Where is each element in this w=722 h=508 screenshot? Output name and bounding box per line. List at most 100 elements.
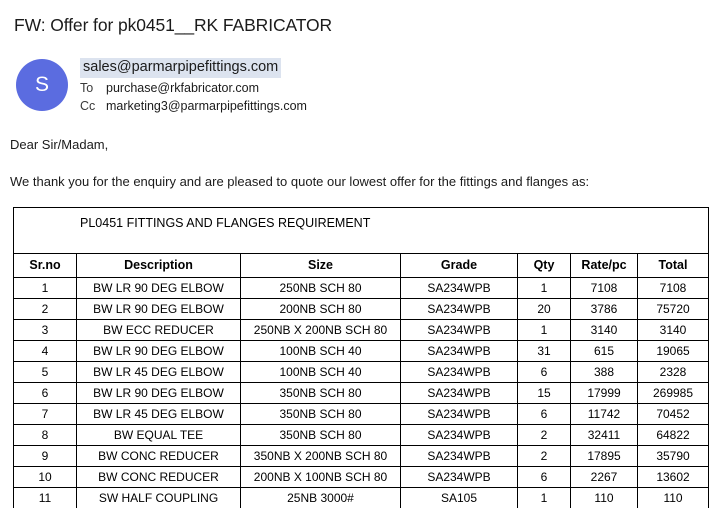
cell-grade: SA234WPB [400,361,518,383]
cell-rate: 17895 [570,445,638,467]
cell-size: 100NB SCH 40 [240,361,401,383]
cell-total: 19065 [636,340,710,362]
table-row: 6 BW LR 90 DEG ELBOW 350NB SCH 80 SA234WPB 1… [13,382,710,404]
column-header-qty: Qty [517,253,571,278]
cell-rate: 110 [570,487,638,508]
cell-description: BW LR 90 DEG ELBOW [76,382,241,404]
cell-size: 250NB X 200NB SCH 80 [240,319,401,341]
cell-grade: SA234WPB [400,277,518,299]
cell-qty: 31 [517,340,571,362]
cc-label: Cc [80,99,96,113]
cell-qty: 2 [517,445,571,467]
cell-srno: 11 [13,487,77,508]
quotation-table: PL0451 FITTINGS AND FLANGES REQUIREMENT … [12,207,710,508]
table-row: 3 BW ECC REDUCER 250NB X 200NB SCH 80 SA234… [13,319,710,341]
cell-srno: 6 [13,382,77,404]
cell-total: 13602 [636,466,710,488]
cell-grade: SA234WPB [400,319,518,341]
cell-size: 350NB SCH 80 [240,424,401,446]
sender-email[interactable]: sales@parmarpipefittings.com [80,58,282,78]
cell-description: BW EQUAL TEE [76,424,241,446]
column-header-grade: Grade [400,253,518,278]
cell-total: 269985 [636,382,710,404]
cell-total: 3140 [636,319,710,341]
cell-rate: 32411 [570,424,638,446]
cell-rate: 3786 [570,298,638,320]
cell-description: BW LR 90 DEG ELBOW [76,277,241,299]
cell-grade: SA234WPB [400,340,518,362]
cell-size: 350NB X 200NB SCH 80 [240,445,401,467]
to-label: To [80,81,94,95]
cell-rate: 388 [570,361,638,383]
cell-description: BW LR 90 DEG ELBOW [76,340,241,362]
cell-qty: 6 [517,403,571,425]
cell-total: 64822 [636,424,710,446]
cell-srno: 7 [13,403,77,425]
cell-size: 350NB SCH 80 [240,403,401,425]
cell-qty: 6 [517,466,571,488]
cell-grade: SA234WPB [400,382,518,404]
cell-size: 350NB SCH 80 [240,382,401,404]
cell-total: 2328 [636,361,710,383]
cell-rate: 615 [570,340,638,362]
table-title-row: PL0451 FITTINGS AND FLANGES REQUIREMENT [12,207,710,254]
cell-size: 100NB SCH 40 [240,340,401,362]
table-row: 10 BW CONC REDUCER 200NB X 100NB SCH 80 SA2… [13,466,710,488]
column-header-description: Description [76,253,241,278]
email-header-block: S sales@parmarpipefittings.com To purcha… [16,58,576,114]
table-row: 4 BW LR 90 DEG ELBOW 100NB SCH 40 SA234WPB 3… [13,340,710,362]
table-row: 7 BW LR 45 DEG ELBOW 350NB SCH 80 SA234WPB 6… [13,403,710,425]
cell-srno: 2 [13,298,77,320]
cell-srno: 10 [13,466,77,488]
cell-rate: 3140 [570,319,638,341]
cell-description: BW LR 45 DEG ELBOW [76,361,241,383]
to-value[interactable]: purchase@rkfabricator.com [106,81,260,95]
cell-total: 70452 [636,403,710,425]
cell-grade: SA234WPB [400,403,518,425]
cell-size: 250NB SCH 80 [240,277,401,299]
table-title: PL0451 FITTINGS AND FLANGES REQUIREMENT [12,207,710,254]
cc-value[interactable]: marketing3@parmarpipefittings.com [106,99,307,113]
cell-rate: 11742 [570,403,638,425]
cell-qty: 2 [517,424,571,446]
cell-srno: 1 [13,277,77,299]
table-row: 11 SW HALF COUPLING 25NB 3000# SA105 1 110 110 [13,487,710,508]
table-header-row: Sr.no Description Size Grade Qty Rate/pc… [13,253,710,278]
cell-total: 75720 [636,298,710,320]
body-greeting: Dear Sir/Madam, [10,137,109,152]
recipient-to-row: To purchase@rkfabricator.com [80,80,307,96]
cell-description: BW LR 45 DEG ELBOW [76,403,241,425]
cell-description: BW ECC REDUCER [76,319,241,341]
cell-rate: 7108 [570,277,638,299]
body-intro: We thank you for the enquiry and are ple… [10,174,590,189]
cell-srno: 5 [13,361,77,383]
cell-description: BW CONC REDUCER [76,445,241,467]
column-header-total: Total [636,253,710,278]
cell-qty: 1 [517,319,571,341]
column-header-size: Size [240,253,401,278]
table-row: 2 BW LR 90 DEG ELBOW 200NB SCH 80 SA234WPB 2… [13,298,710,320]
email-subject: FW: Offer for pk0451__RK FABRICATOR [14,15,333,35]
cell-rate: 2267 [570,466,638,488]
cell-total: 35790 [636,445,710,467]
cell-qty: 15 [517,382,571,404]
cell-srno: 4 [13,340,77,362]
table-row: 1 BW LR 90 DEG ELBOW 250NB SCH 80 SA234WPB 1… [13,277,710,299]
cell-grade: SA234WPB [400,424,518,446]
cell-grade: SA234WPB [400,445,518,467]
table-row: 5 BW LR 45 DEG ELBOW 100NB SCH 40 SA234WPB 6… [13,361,710,383]
table-row: 8 BW EQUAL TEE 350NB SCH 80 SA234WPB 2 32411 6… [13,424,710,446]
cell-grade: SA234WPB [400,466,518,488]
recipient-cc-row: Cc marketing3@parmarpipefittings.com [80,98,307,114]
table-row: 9 BW CONC REDUCER 350NB X 200NB SCH 80 SA23… [13,445,710,467]
cell-description: BW CONC REDUCER [76,466,241,488]
cell-total: 7108 [636,277,710,299]
cell-grade: SA105 [400,487,518,508]
cell-grade: SA234WPB [400,298,518,320]
cell-total: 110 [636,487,710,508]
cell-qty: 20 [517,298,571,320]
column-header-rate: Rate/pc [570,253,638,278]
cell-srno: 8 [13,424,77,446]
cell-srno: 3 [13,319,77,341]
